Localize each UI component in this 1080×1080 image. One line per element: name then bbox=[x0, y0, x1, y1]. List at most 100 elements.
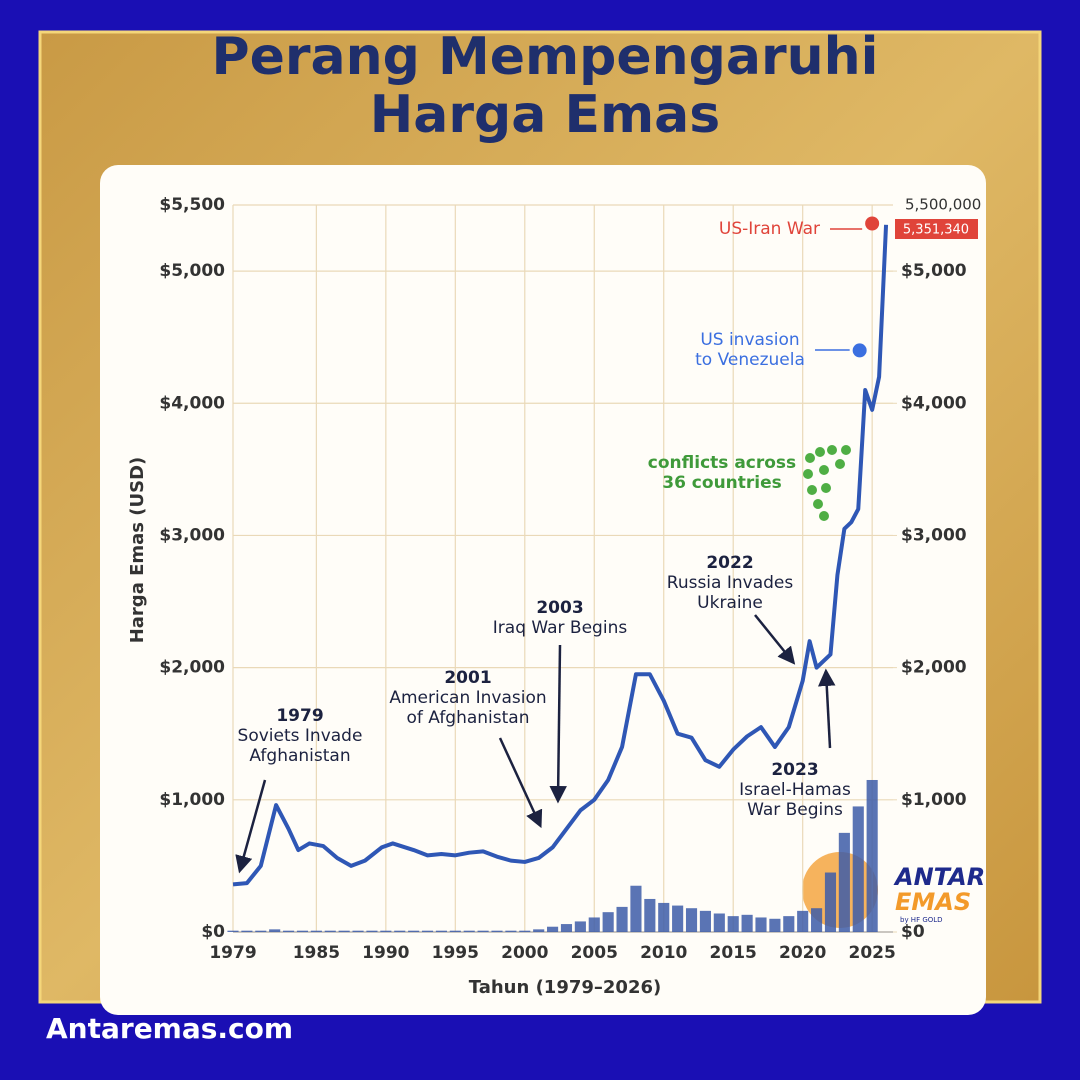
volume-bar bbox=[547, 926, 559, 932]
chart-title: Perang Mempengaruhi Harga Emas bbox=[211, 27, 879, 145]
logo-tagline: by HF GOLD bbox=[900, 916, 943, 924]
volume-bar bbox=[852, 806, 864, 932]
conflict-dot bbox=[803, 469, 813, 479]
volume-bar bbox=[713, 913, 725, 932]
y-tick-label: $3,000 bbox=[159, 525, 225, 545]
conflict-dot bbox=[841, 445, 851, 455]
volume-bar bbox=[616, 906, 628, 932]
y-tick-label: $5,000 bbox=[159, 261, 225, 281]
volume-bar bbox=[630, 885, 642, 932]
x-tick-label: 1979 bbox=[209, 943, 256, 963]
volume-bar bbox=[505, 930, 517, 932]
volume-bar bbox=[672, 905, 684, 932]
annotation-arrow bbox=[549, 644, 567, 804]
volume-bar bbox=[241, 930, 253, 932]
y2-tick-label: $0 bbox=[901, 922, 925, 942]
volume-bar bbox=[227, 930, 239, 932]
volume-bar bbox=[769, 918, 781, 932]
volume-bar bbox=[296, 930, 309, 932]
y-tick-label: $1,000 bbox=[159, 790, 225, 810]
x-tick-label: 2005 bbox=[571, 943, 618, 963]
x-tick-label: 1995 bbox=[432, 943, 479, 963]
x-tick-label: 2015 bbox=[710, 943, 757, 963]
annotation: US-Iran War 5,351,340 bbox=[719, 216, 978, 239]
price-line bbox=[232, 224, 889, 887]
volume-bar bbox=[435, 930, 447, 932]
volume-bar bbox=[824, 872, 837, 932]
annotation-text: US-Iran War bbox=[719, 219, 820, 239]
event-dot bbox=[865, 216, 880, 231]
volume-bar bbox=[741, 914, 753, 932]
conflict-dot bbox=[827, 445, 837, 455]
y2-tick-label: $3,000 bbox=[901, 525, 967, 545]
conflict-dot bbox=[807, 485, 817, 495]
conflict-dot bbox=[819, 511, 829, 521]
volume-bar bbox=[727, 916, 739, 932]
volume-bar bbox=[602, 912, 614, 932]
volume-bar bbox=[699, 910, 711, 932]
volume-bar bbox=[838, 832, 850, 932]
y2-tick-label: $1,000 bbox=[901, 790, 967, 810]
y2-tick-label: $5,000 bbox=[901, 261, 967, 281]
conflict-dot bbox=[813, 499, 823, 509]
chart-card bbox=[100, 165, 986, 1015]
volume-bar bbox=[380, 930, 392, 932]
y2-tick-label: $4,000 bbox=[901, 393, 967, 413]
annotation-text: Soviets Invade bbox=[238, 726, 363, 746]
value-badge bbox=[895, 219, 978, 239]
y-tick-label: $2,000 bbox=[159, 658, 225, 678]
value-badge-text: 5,351,340 bbox=[903, 223, 969, 238]
conflict-dot bbox=[805, 453, 815, 463]
volume-bar bbox=[269, 929, 281, 932]
x-tick-label: 2000 bbox=[501, 943, 548, 963]
volume-bar bbox=[533, 929, 545, 932]
annotation-text: 36 countries bbox=[662, 473, 782, 493]
annotation-text: Afghanistan bbox=[249, 746, 350, 766]
annotation-arrow bbox=[754, 614, 796, 665]
volume-bar bbox=[324, 930, 336, 932]
volume-bar bbox=[421, 930, 434, 932]
annotation-arrow bbox=[817, 668, 836, 749]
annotation-text: Israel-Hamas bbox=[739, 780, 851, 800]
event-dot bbox=[852, 343, 867, 358]
annotation-text: conflicts across bbox=[648, 453, 796, 473]
volume-bar bbox=[394, 930, 406, 932]
logo-bottom: EMAS bbox=[895, 888, 971, 916]
annotation-arrow bbox=[235, 779, 267, 874]
annotation-text: US invasion bbox=[700, 330, 799, 350]
volume-bar bbox=[783, 916, 795, 932]
annotation-arrow bbox=[498, 737, 543, 829]
volume-bar bbox=[560, 924, 573, 932]
conflict-dot bbox=[815, 447, 825, 457]
logo-top: ANTAR bbox=[893, 863, 985, 891]
annotation-year: 2003 bbox=[536, 598, 583, 618]
annotation-year: 1979 bbox=[276, 706, 323, 726]
volume-bar bbox=[755, 917, 767, 932]
volume-bar bbox=[449, 930, 461, 932]
x-tick-label: 2020 bbox=[779, 943, 826, 963]
annotation-text: American Invasion bbox=[389, 688, 546, 708]
volume-bar bbox=[491, 930, 503, 932]
volume-bar bbox=[685, 908, 698, 932]
annotation-text: Russia Invades bbox=[667, 573, 794, 593]
volume-bar bbox=[338, 930, 350, 932]
y-axis-title: Harga Emas (USD) bbox=[127, 457, 148, 644]
annotation-text: to Venezuela bbox=[695, 350, 805, 370]
annotation-text: War Begins bbox=[747, 800, 843, 820]
annotation-year: 2023 bbox=[771, 760, 818, 780]
conflict-dot bbox=[835, 459, 845, 469]
volume-bar bbox=[310, 930, 322, 932]
volume-bar bbox=[519, 930, 531, 932]
x-tick-label: 2025 bbox=[848, 943, 895, 963]
x-tick-label: 1985 bbox=[293, 943, 340, 963]
y2-tick-label: $2,000 bbox=[901, 658, 967, 678]
conflict-dot bbox=[821, 483, 831, 493]
conflict-dot bbox=[819, 465, 829, 475]
